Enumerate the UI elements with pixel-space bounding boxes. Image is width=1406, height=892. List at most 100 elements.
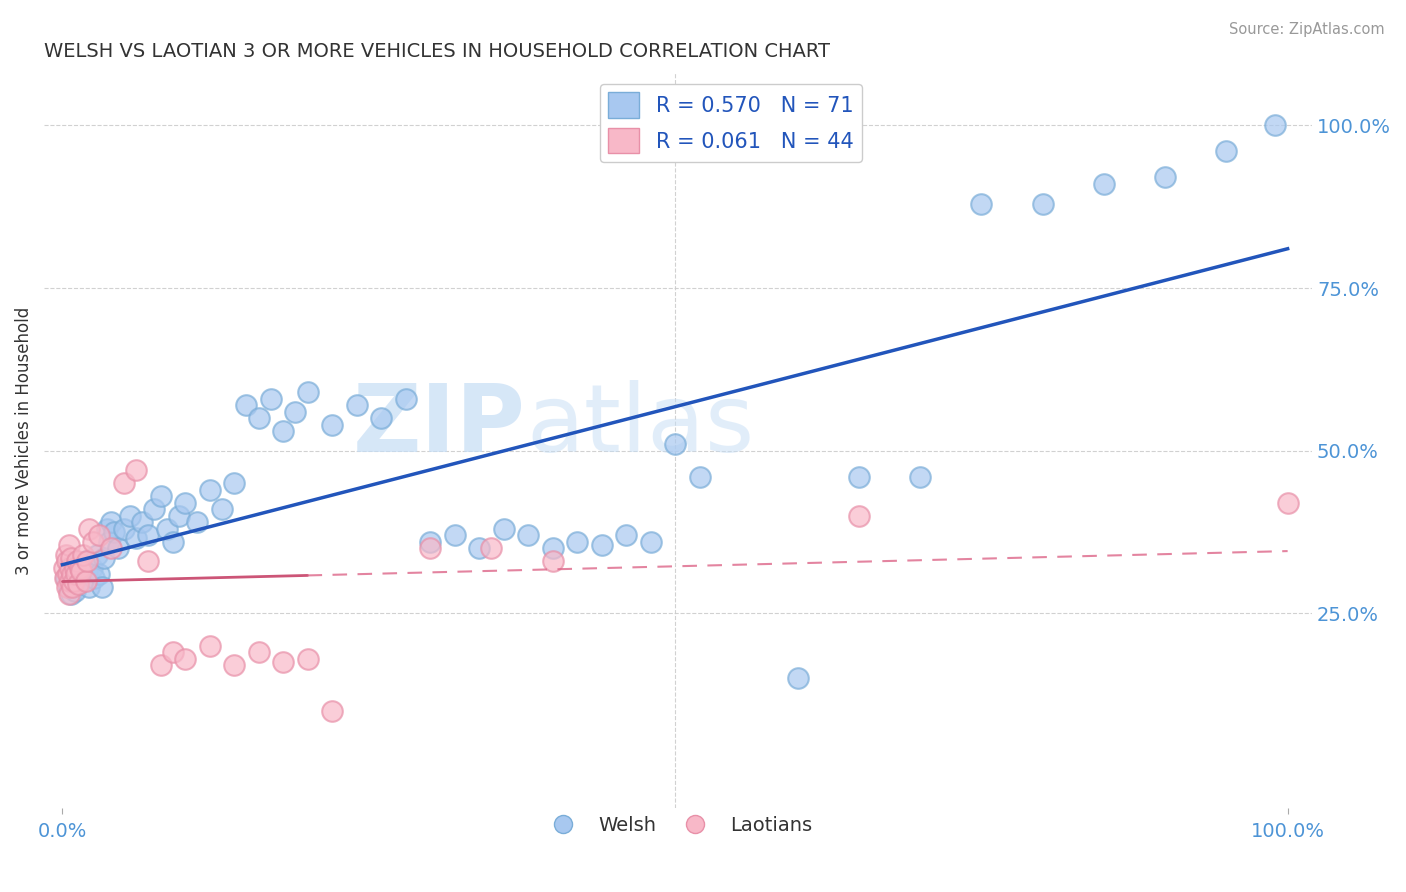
Point	[60, 558, 83, 572]
Point	[112, 476, 135, 491]
Point	[125, 532, 148, 546]
Point	[479, 541, 502, 556]
Point	[394, 392, 416, 406]
Point	[76, 554, 98, 568]
Point	[591, 538, 613, 552]
Point	[63, 583, 86, 598]
Point	[541, 541, 564, 556]
Point	[93, 551, 115, 566]
Point	[66, 554, 89, 568]
Point	[222, 476, 245, 491]
Point	[247, 645, 270, 659]
Point	[689, 469, 711, 483]
Point	[541, 554, 564, 568]
Point	[58, 587, 80, 601]
Point	[517, 528, 540, 542]
Point	[62, 574, 84, 588]
Point	[58, 538, 80, 552]
Point	[55, 548, 77, 562]
Point	[67, 577, 90, 591]
Point	[370, 411, 392, 425]
Point	[89, 528, 111, 542]
Point	[56, 567, 79, 582]
Point	[167, 508, 190, 523]
Point	[565, 534, 588, 549]
Point	[1092, 177, 1115, 191]
Point	[419, 541, 441, 556]
Point	[82, 534, 104, 549]
Point	[297, 652, 319, 666]
Point	[1264, 119, 1286, 133]
Point	[131, 515, 153, 529]
Point	[86, 548, 108, 562]
Point	[59, 561, 82, 575]
Point	[80, 561, 103, 575]
Point	[69, 561, 91, 575]
Point	[1277, 496, 1299, 510]
Point	[60, 551, 83, 566]
Point	[149, 658, 172, 673]
Point	[271, 424, 294, 438]
Point	[62, 574, 84, 588]
Point	[222, 658, 245, 673]
Point	[419, 534, 441, 549]
Point	[76, 564, 98, 578]
Point	[67, 577, 90, 591]
Point	[65, 567, 87, 582]
Text: Source: ZipAtlas.com: Source: ZipAtlas.com	[1229, 22, 1385, 37]
Y-axis label: 3 or more Vehicles in Household: 3 or more Vehicles in Household	[15, 307, 32, 575]
Point	[55, 580, 77, 594]
Point	[443, 528, 465, 542]
Point	[260, 392, 283, 406]
Point	[75, 554, 97, 568]
Point	[125, 463, 148, 477]
Point	[664, 437, 686, 451]
Point	[162, 645, 184, 659]
Point	[83, 570, 105, 584]
Point	[468, 541, 491, 556]
Point	[89, 567, 111, 582]
Point	[65, 561, 87, 575]
Point	[100, 541, 122, 556]
Point	[79, 522, 101, 536]
Point	[56, 554, 79, 568]
Point	[848, 508, 870, 523]
Point	[72, 548, 94, 562]
Point	[247, 411, 270, 425]
Point	[96, 522, 118, 536]
Point	[271, 655, 294, 669]
Point	[98, 534, 121, 549]
Point	[55, 570, 77, 584]
Text: atlas: atlas	[526, 380, 754, 472]
Text: ZIP: ZIP	[353, 380, 526, 472]
Point	[186, 515, 208, 529]
Point	[143, 502, 166, 516]
Point	[640, 534, 662, 549]
Point	[211, 502, 233, 516]
Point	[100, 515, 122, 529]
Point	[118, 508, 141, 523]
Point	[198, 639, 221, 653]
Point	[297, 385, 319, 400]
Point	[60, 567, 83, 582]
Point	[1032, 196, 1054, 211]
Point	[60, 580, 83, 594]
Point	[162, 534, 184, 549]
Point	[60, 587, 83, 601]
Point	[174, 496, 197, 510]
Point	[63, 561, 86, 575]
Point	[235, 398, 257, 412]
Point	[614, 528, 637, 542]
Point	[59, 574, 82, 588]
Point	[53, 570, 76, 584]
Point	[70, 564, 93, 578]
Point	[90, 580, 112, 594]
Point	[52, 561, 75, 575]
Point	[149, 489, 172, 503]
Point	[107, 541, 129, 556]
Point	[970, 196, 993, 211]
Point	[908, 469, 931, 483]
Point	[112, 522, 135, 536]
Point	[136, 554, 159, 568]
Point	[346, 398, 368, 412]
